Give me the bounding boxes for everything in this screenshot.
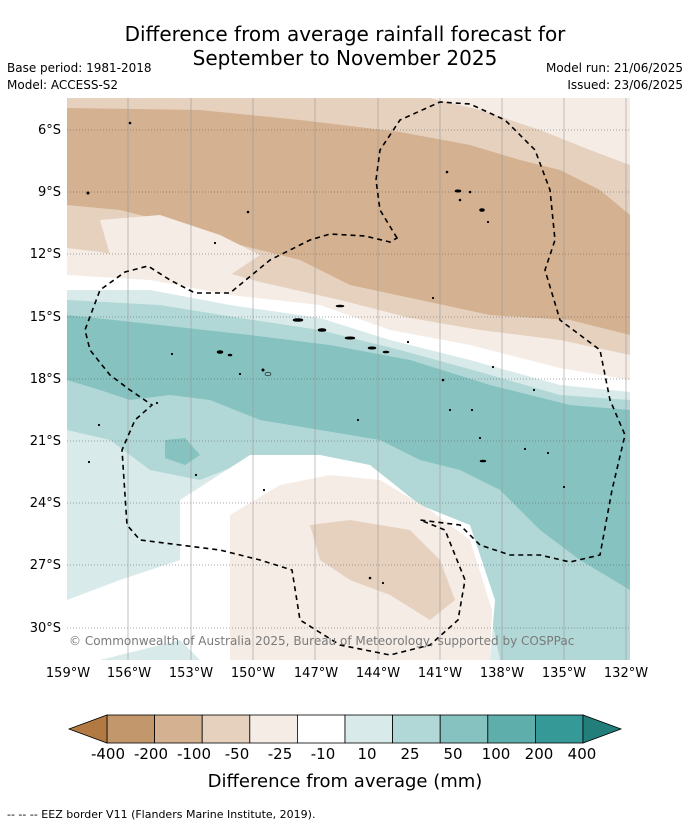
- lon-tick-label: 159°W: [45, 666, 91, 681]
- colorbar-swatch: [344, 714, 393, 744]
- colorbar-tick-label: 200: [524, 745, 554, 763]
- band-dry-25-north: [67, 98, 630, 215]
- lon-tick-label: 141°W: [417, 666, 463, 681]
- eez-border: [84, 101, 626, 656]
- colorbar-tick-label: 400: [567, 745, 597, 763]
- lat-tick-label: 6°S: [37, 123, 61, 138]
- lon-tick-label: 150°W: [230, 666, 276, 681]
- base-period-text: Base period: 1981-2018: [7, 61, 152, 75]
- meta-left: Base period: 1981-2018 Model: ACCESS-S2: [7, 60, 152, 94]
- lon-tick-label: 135°W: [541, 666, 587, 681]
- colorbar-swatch: [487, 714, 536, 744]
- gridlines: [67, 98, 630, 660]
- model-text: Model: ACCESS-S2: [7, 78, 119, 92]
- patch-dry-25-south: [310, 520, 455, 620]
- colorbar-swatch: [154, 714, 203, 744]
- map-title: Difference from average rainfall forecas…: [0, 22, 690, 70]
- lon-tick-label: 156°W: [106, 666, 152, 681]
- colorbar-swatch: [296, 714, 346, 744]
- map-title-line2: September to November 2025: [192, 46, 498, 70]
- colorbar-swatch: [535, 714, 584, 744]
- colorbar-swatch: [249, 714, 298, 744]
- colorbar-tick-label: -200: [133, 745, 169, 763]
- colorbar-tick-label: 50: [443, 745, 463, 763]
- lon-tick-label: 132°W: [603, 666, 649, 681]
- band-dry-50: [67, 98, 630, 335]
- meta-right: Model run: 21/06/2025 Issued: 23/06/2025: [546, 60, 683, 94]
- issued-text: Issued: 23/06/2025: [567, 78, 683, 92]
- lat-tick-label: 15°S: [29, 310, 61, 325]
- colorbar-tick-label: 100: [481, 745, 511, 763]
- band-dry-light-mid: [100, 215, 260, 275]
- lat-tick-label: 30°S: [29, 621, 61, 636]
- islands: [86, 121, 566, 585]
- band-dry-10-north: [430, 98, 630, 165]
- colorbar-swatch: [392, 714, 441, 744]
- lon-tick-label: 147°W: [293, 666, 339, 681]
- lat-tick-label: 24°S: [29, 496, 61, 511]
- colorbar-tick-label: -50: [224, 745, 250, 763]
- lat-tick-label: 12°S: [29, 247, 61, 262]
- colorbar-tick-label: 25: [400, 745, 420, 763]
- colorbar-tick-label: -100: [176, 745, 212, 763]
- lon-tick-label: 138°W: [479, 666, 525, 681]
- colorbar-tick-label: -400: [90, 745, 126, 763]
- lon-tick-label: 153°W: [168, 666, 214, 681]
- colorbar-swatch: [439, 714, 489, 744]
- colorbar-label: Difference from average (mm): [207, 771, 483, 792]
- band-wet-100: [560, 480, 630, 585]
- eez-footnote: -- -- -- EEZ border V11 (Flanders Marine…: [7, 808, 316, 821]
- colorbar-swatch: [106, 714, 155, 744]
- colorbar-high-extend: [582, 714, 623, 744]
- map-title-line1: Difference from average rainfall forecas…: [124, 22, 566, 46]
- model-run-text: Model run: 21/06/2025: [545, 61, 683, 75]
- colorbar-low-extend: [67, 714, 108, 744]
- lat-tick-label: 18°S: [29, 372, 61, 387]
- colorbar-swatches: [106, 714, 584, 744]
- rainfall-map: [67, 98, 630, 660]
- colorbar-tick-label: -10: [310, 745, 336, 763]
- lat-tick-label: 21°S: [29, 434, 61, 449]
- lon-tick-label: 144°W: [355, 666, 401, 681]
- band-wet-50: [67, 315, 630, 590]
- copyright-text: © Commonwealth of Australia 2025, Bureau…: [69, 634, 575, 648]
- colorbar-tick-label: -25: [267, 745, 293, 763]
- colorbar-swatch: [201, 714, 251, 744]
- colorbar-tick-label: 10: [357, 745, 377, 763]
- lat-tick-label: 9°S: [37, 185, 61, 200]
- lat-tick-label: 27°S: [29, 558, 61, 573]
